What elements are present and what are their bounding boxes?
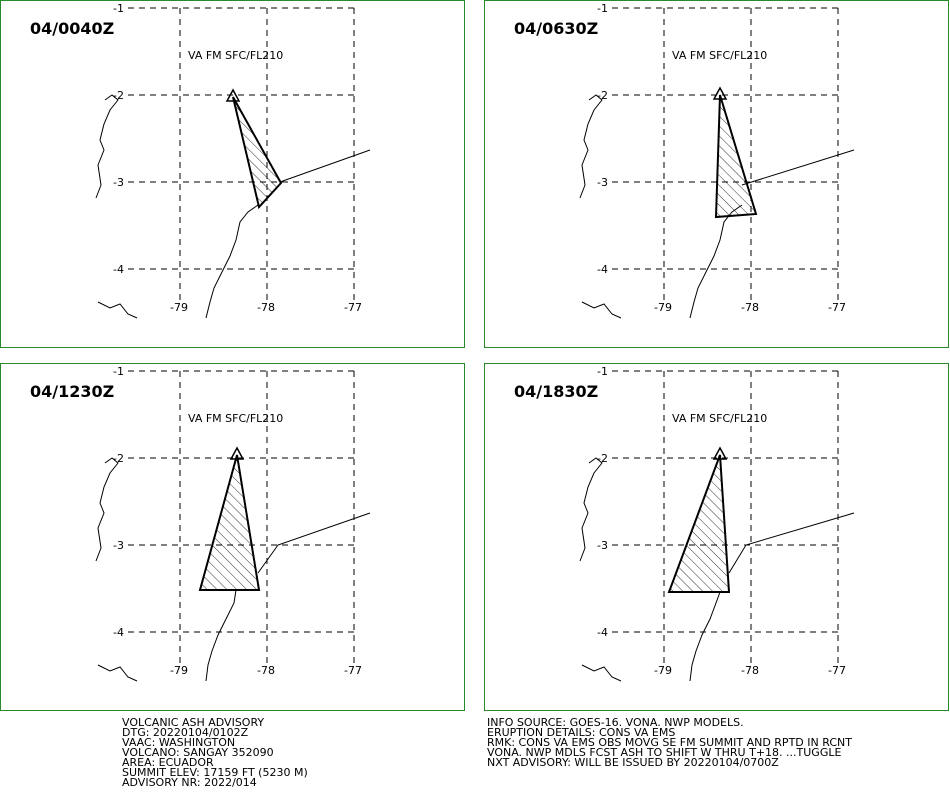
ash-area	[198, 454, 261, 591]
ash-area	[667, 454, 731, 593]
panel-frame	[0, 363, 465, 711]
border	[257, 512, 371, 574]
lat-label: -1	[597, 365, 608, 378]
lon-label: -79	[170, 664, 188, 677]
flight-level: VA FM SFC/FL210	[672, 49, 767, 62]
advisory-line: RMK: CONS VA EMS OBS MOVG SE FM SUMMIT A…	[487, 736, 852, 749]
volcano-marker	[712, 446, 728, 460]
lon-label: -77	[344, 301, 362, 314]
coastline	[689, 204, 743, 319]
volcano-marker	[225, 88, 241, 102]
flight-level: VA FM SFC/FL210	[672, 412, 767, 425]
map-panel: -1 -2 -3 -4 -79 -78 -77 04/0630Z VA FM SFC/FL210	[484, 0, 949, 348]
coastline	[689, 591, 721, 682]
advisory-line: INFO SOURCE: GOES-16. VONA. NWP MODELS.	[487, 716, 744, 729]
coastline	[581, 301, 622, 319]
lon-label: -79	[654, 664, 672, 677]
advisory-line: NXT ADVISORY: WILL BE ISSUED BY 20220104…	[487, 756, 779, 769]
border	[741, 149, 855, 186]
coastline	[95, 94, 119, 199]
panel-frame	[484, 0, 949, 348]
lat-label: -4	[113, 626, 124, 639]
advisory-line: VOLCANIC ASH ADVISORY	[122, 716, 264, 729]
advisory-line: AREA: ECUADOR	[122, 756, 214, 769]
coastline	[581, 664, 622, 682]
lat-label: -1	[113, 365, 124, 378]
lon-label: -79	[170, 301, 188, 314]
lat-label: -3	[113, 539, 124, 552]
lat-label: -4	[113, 263, 124, 276]
map-panel: -1 -2 -3 -4 -79 -78 -77 04/1230Z VA FM SFC/FL210	[0, 363, 465, 711]
lon-label: -78	[257, 301, 275, 314]
valid-time: 04/1830Z	[514, 382, 598, 401]
lat-label: -1	[113, 2, 124, 15]
coastline	[579, 94, 603, 199]
lon-label: -78	[257, 664, 275, 677]
advisory-line: SUMMIT ELEV: 17159 FT (5230 M)	[122, 766, 308, 779]
lat-label: -4	[597, 626, 608, 639]
ash-area	[714, 94, 758, 219]
volcano-marker	[712, 86, 728, 100]
lon-label: -77	[828, 301, 846, 314]
lat-label: -3	[597, 539, 608, 552]
coastline	[579, 457, 603, 562]
valid-time: 04/0630Z	[514, 19, 598, 38]
panel-frame	[484, 363, 949, 711]
advisory-line: ADVISORY NR: 2022/014	[122, 776, 257, 789]
lat-label: -1	[597, 2, 608, 15]
advisory-line: VOLCANO: SANGAY 352090	[122, 746, 274, 759]
map-panel: -1 -2 -3 -4 -79 -78 -77 04/0040Z VA FM SFC/FL210	[0, 0, 465, 348]
lon-label: -78	[741, 301, 759, 314]
volcano-marker	[229, 446, 245, 460]
flight-level: VA FM SFC/FL210	[188, 49, 283, 62]
valid-time: 04/1230Z	[30, 382, 114, 401]
advisory-line: VONA. NWP MDLS FCST ASH TO SHIFT W THRU …	[487, 746, 841, 759]
lat-label: -2	[113, 89, 124, 102]
valid-time: 04/0040Z	[30, 19, 114, 38]
coastline	[97, 301, 138, 319]
lat-label: -2	[597, 89, 608, 102]
coastline	[205, 204, 259, 319]
ash-area	[232, 96, 283, 210]
lon-label: -77	[828, 664, 846, 677]
flight-level: VA FM SFC/FL210	[188, 412, 283, 425]
coastline	[97, 664, 138, 682]
map-panel: -1 -2 -3 -4 -79 -78 -77 04/1830Z VA FM SFC/FL210	[484, 363, 949, 711]
panel-frame	[0, 0, 465, 348]
lat-label: -2	[113, 452, 124, 465]
advisory-line: DTG: 20220104/0102Z	[122, 726, 249, 739]
border	[728, 512, 855, 574]
lon-label: -77	[344, 664, 362, 677]
coastline	[95, 457, 119, 562]
lat-label: -2	[597, 452, 608, 465]
lon-label: -78	[741, 664, 759, 677]
advisory-line: ERUPTION DETAILS: CONS VA EMS	[487, 726, 675, 739]
lat-label: -3	[597, 176, 608, 189]
lon-label: -79	[654, 301, 672, 314]
lat-label: -3	[113, 176, 124, 189]
coastline	[205, 589, 237, 682]
border	[279, 149, 371, 183]
advisory-line: VAAC: WASHINGTON	[122, 736, 235, 749]
lat-label: -4	[597, 263, 608, 276]
